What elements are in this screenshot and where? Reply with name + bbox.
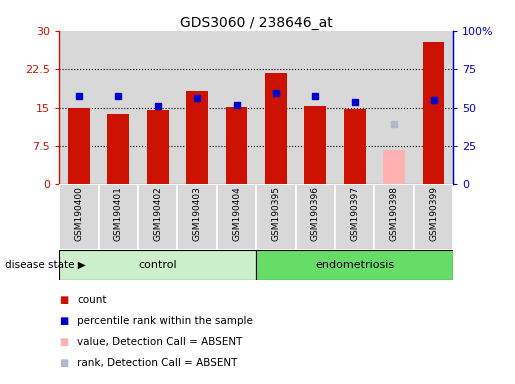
Bar: [256, 31, 296, 184]
Text: ■: ■: [59, 337, 68, 347]
Bar: [335, 31, 374, 184]
Bar: [383, 149, 405, 184]
Text: GSM190400: GSM190400: [75, 186, 83, 241]
Bar: [265, 73, 287, 184]
Bar: [335, 184, 374, 250]
Bar: [138, 31, 177, 184]
Text: ■: ■: [59, 358, 68, 368]
Bar: [226, 107, 247, 184]
Bar: [256, 250, 453, 280]
Bar: [304, 106, 326, 184]
Text: ■: ■: [59, 316, 68, 326]
Bar: [108, 114, 129, 184]
Bar: [98, 31, 138, 184]
Bar: [256, 184, 296, 250]
Text: GSM190399: GSM190399: [429, 186, 438, 241]
Bar: [374, 31, 414, 184]
Bar: [423, 42, 444, 184]
Bar: [99, 184, 138, 250]
Bar: [344, 109, 366, 184]
Bar: [177, 184, 217, 250]
Text: value, Detection Call = ABSENT: value, Detection Call = ABSENT: [77, 337, 243, 347]
Text: GSM190398: GSM190398: [390, 186, 399, 241]
Bar: [59, 31, 98, 184]
Bar: [59, 184, 99, 250]
Bar: [296, 31, 335, 184]
Bar: [217, 184, 256, 250]
Text: count: count: [77, 295, 107, 305]
Text: GSM190397: GSM190397: [350, 186, 359, 241]
Text: disease state ▶: disease state ▶: [5, 260, 86, 270]
Bar: [138, 184, 177, 250]
Text: GSM190395: GSM190395: [271, 186, 280, 241]
Bar: [414, 184, 453, 250]
Text: control: control: [139, 260, 177, 270]
Bar: [217, 31, 256, 184]
Text: percentile rank within the sample: percentile rank within the sample: [77, 316, 253, 326]
Text: GSM190402: GSM190402: [153, 186, 162, 241]
Bar: [186, 91, 208, 184]
Text: GSM190404: GSM190404: [232, 186, 241, 241]
Bar: [59, 250, 256, 280]
Title: GDS3060 / 238646_at: GDS3060 / 238646_at: [180, 16, 333, 30]
Bar: [374, 184, 414, 250]
Text: GSM190401: GSM190401: [114, 186, 123, 241]
Text: endometriosis: endometriosis: [315, 260, 394, 270]
Bar: [68, 108, 90, 184]
Text: ■: ■: [59, 295, 68, 305]
Bar: [296, 184, 335, 250]
Text: GSM190396: GSM190396: [311, 186, 320, 241]
Bar: [177, 31, 217, 184]
Bar: [414, 31, 453, 184]
Text: GSM190403: GSM190403: [193, 186, 201, 241]
Text: rank, Detection Call = ABSENT: rank, Detection Call = ABSENT: [77, 358, 237, 368]
Bar: [147, 110, 168, 184]
